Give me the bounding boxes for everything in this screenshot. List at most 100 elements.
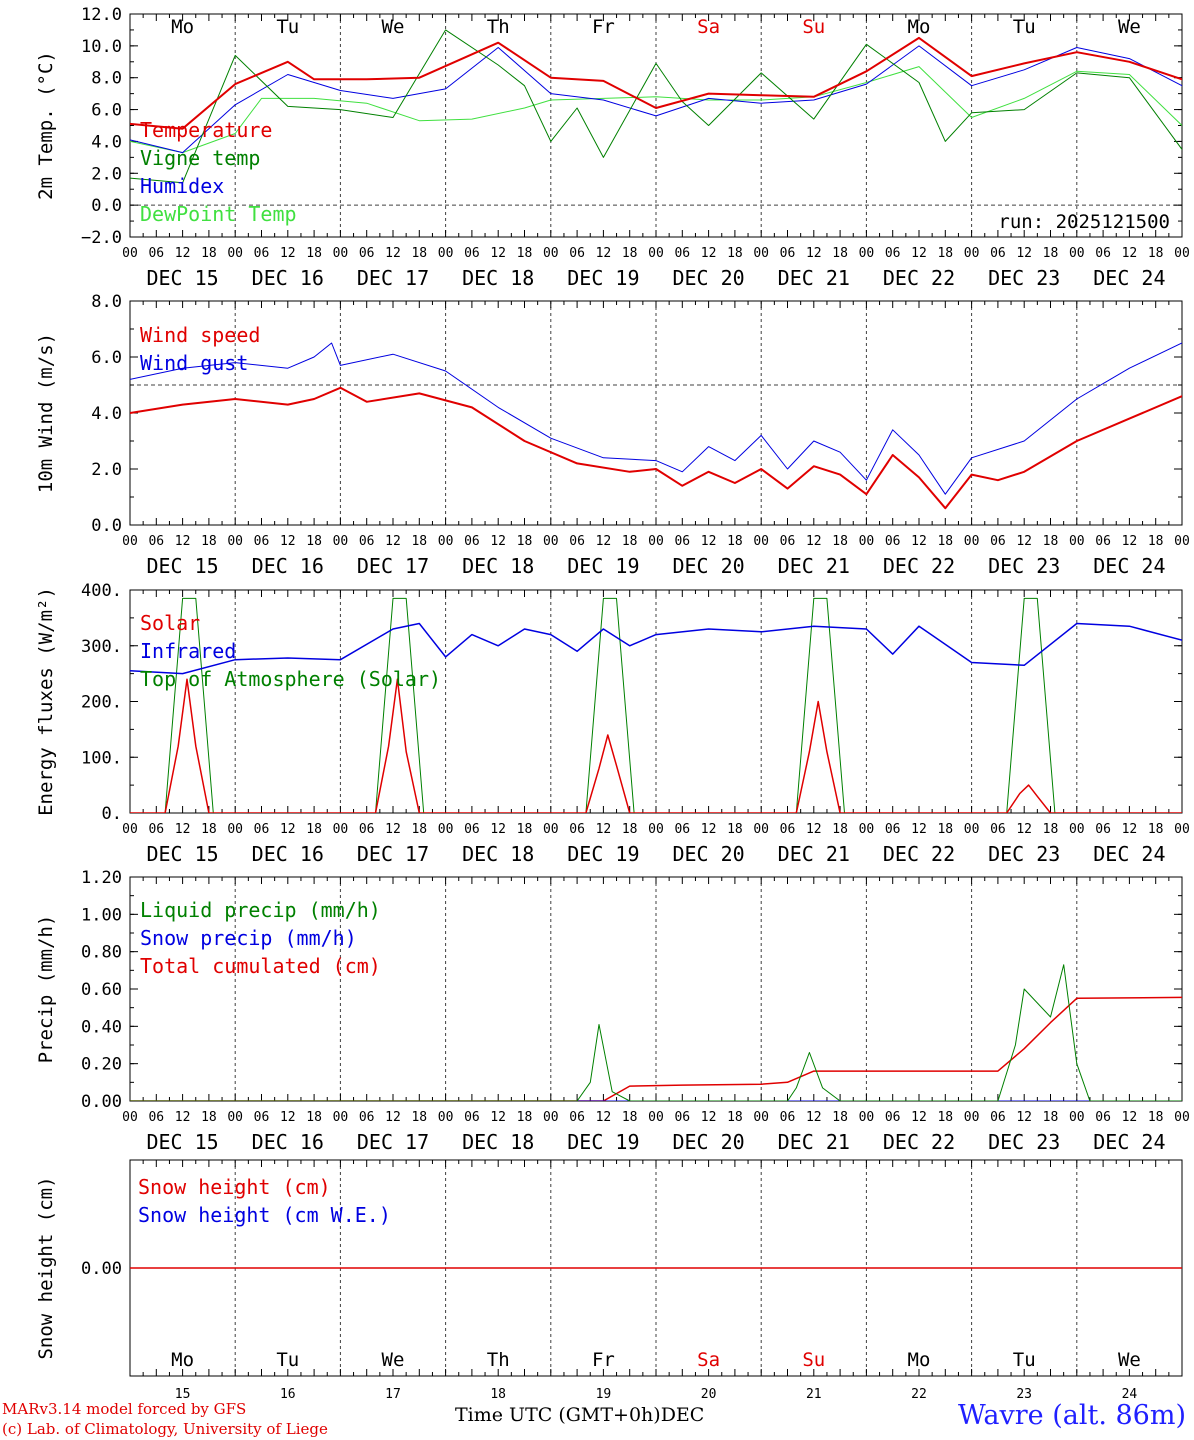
hour-label: 06 [1095,822,1111,837]
y-tick-label: 0.40 [81,1017,122,1037]
hour-label: 06 [990,534,1006,549]
hour-label: 12 [806,534,822,549]
series-line-infrared [130,622,1182,675]
hour-label: 00 [753,822,769,837]
hour-label: 18 [1148,246,1164,261]
date-label: DEC 19 [567,266,639,290]
hour-label: 18 [937,822,953,837]
hour-label: 06 [569,822,585,837]
date-label: DEC 18 [462,266,534,290]
date-label: DEC 22 [883,842,955,866]
hour-label: 12 [701,822,717,837]
energy-frame [129,589,1183,814]
hour-label: 06 [780,1110,796,1125]
y-tick-label: 8.0 [91,292,122,312]
hour-label: 00 [543,822,559,837]
hour-label: 00 [964,822,980,837]
hour-label: 06 [148,246,164,261]
hour-label: 12 [175,822,191,837]
lab-credit: (c) Lab. of Climatology, University of L… [2,1420,328,1438]
day-name: Sa [697,1349,720,1371]
hour-label: 18 [727,1110,743,1125]
hour-label: 18 [411,1110,427,1125]
date-label: DEC 17 [357,1130,429,1154]
y-tick-label: 0.00 [81,1259,122,1279]
hour-label: 18 [201,246,217,261]
date-label: DEC 20 [672,266,744,290]
day-number: 20 [701,1387,717,1402]
hour-label: 18 [937,1110,953,1125]
hour-label: 06 [885,822,901,837]
hour-label: 18 [201,534,217,549]
day-name: Tu [276,16,299,38]
day-number: 17 [385,1387,401,1402]
hour-label: 00 [859,822,875,837]
y-tick-label: 100. [81,748,122,768]
series-line-liquid-precip-mm-h [130,964,1182,1101]
legend-entry: Snow precip (mm/h) [140,926,357,950]
x-axis-title: Time UTC (GMT+0h)DEC [455,1404,704,1426]
y-tick-label: 0.00 [81,1092,122,1112]
hour-label: 06 [780,534,796,549]
hour-label: 12 [490,534,506,549]
hour-label: 18 [937,534,953,549]
hour-label: 18 [832,822,848,837]
hour-label: 06 [885,1110,901,1125]
hour-label: 00 [227,822,243,837]
day-name: Mo [908,1349,931,1371]
day-name: Tu [276,1349,299,1371]
hour-label: 06 [254,246,270,261]
hour-label: 00 [438,822,454,837]
hour-label: 18 [517,534,533,549]
day-name: Su [802,1349,825,1371]
station-name: Wavre (alt. 86m) [958,1400,1186,1431]
hour-label: 18 [1148,822,1164,837]
hour-label: 00 [1069,534,1085,549]
day-name: Mo [171,16,194,38]
y-tick-label: 0. [102,804,122,824]
hour-label: 06 [885,534,901,549]
date-label: DEC 21 [778,842,850,866]
date-label: DEC 20 [672,554,744,578]
date-label: DEC 16 [252,1130,324,1154]
hour-label: 00 [753,246,769,261]
hour-label: 00 [1069,1110,1085,1125]
hour-label: 12 [1016,1110,1032,1125]
day-name: Tu [1013,1349,1036,1371]
series-line-top-of-atmosphere-solar [130,597,1182,813]
y-tick-label: 2.0 [91,164,122,184]
hour-label: 06 [1095,534,1111,549]
hour-label: 00 [122,1110,138,1125]
hour-label: 06 [359,534,375,549]
hour-label: 12 [596,534,612,549]
y-tick-label: 6.0 [91,101,122,121]
hour-label: 00 [859,246,875,261]
date-label: DEC 18 [462,842,534,866]
hour-label: 18 [1043,246,1059,261]
date-label: DEC 15 [146,554,218,578]
hour-label: 00 [1174,246,1190,261]
legend-entry: Solar [140,611,200,635]
hour-label: 06 [464,1110,480,1125]
hour-label: 06 [674,822,690,837]
precip-ylabel: Precip (mm/h) [35,915,57,1064]
hour-label: 06 [885,246,901,261]
day-number: 23 [1016,1387,1032,1402]
date-label: DEC 21 [778,266,850,290]
hour-label: 18 [306,534,322,549]
legend-entry: DewPoint Temp [140,202,297,226]
hour-label: 12 [280,822,296,837]
day-number: 22 [911,1387,927,1402]
date-label: DEC 18 [462,1130,534,1154]
hour-label: 12 [806,1110,822,1125]
hour-label: 12 [385,246,401,261]
y-tick-label: 12.0 [81,5,122,25]
series-line-wind-gust [130,342,1182,495]
model-credit: MARv3.14 model forced by GFS [2,1400,247,1418]
day-name: Su [802,16,825,38]
y-tick-label: −2.0 [81,228,122,248]
hour-label: 06 [990,1110,1006,1125]
y-tick-label: 400. [81,581,122,601]
date-label: DEC 21 [778,1130,850,1154]
